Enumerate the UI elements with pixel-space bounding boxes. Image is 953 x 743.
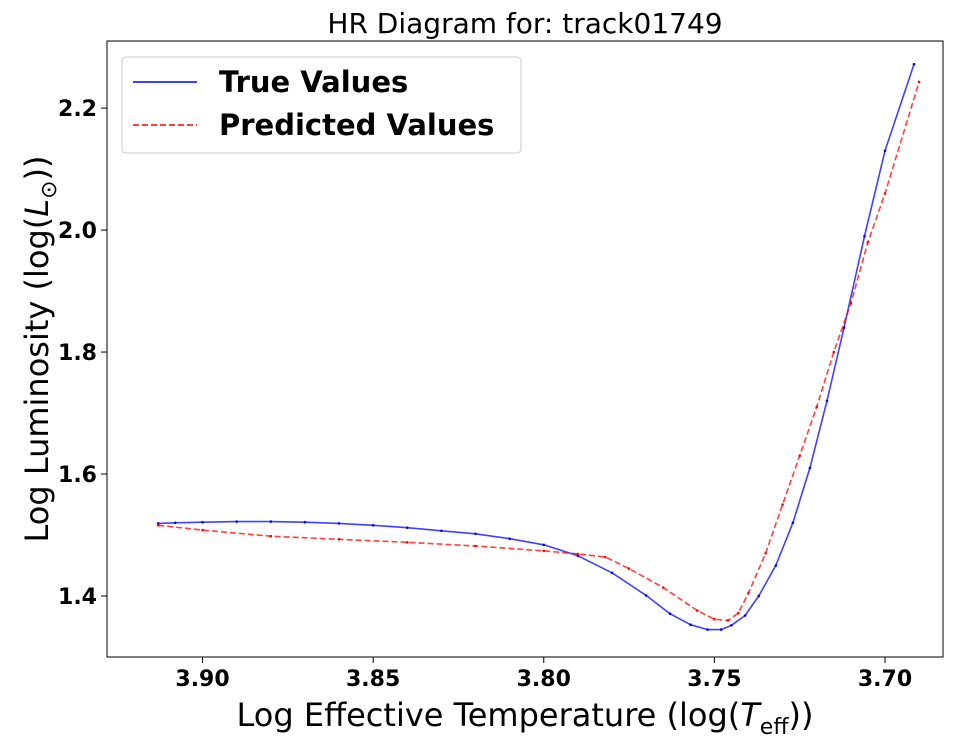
y-tick-label: 2.2 [58, 97, 97, 122]
data-point-predicted-values [849, 302, 853, 305]
data-point-true-values [719, 628, 723, 631]
data-point-true-values [774, 564, 778, 567]
series-layer [156, 62, 921, 631]
series-true-values [156, 62, 916, 631]
data-point-predicted-values [603, 555, 607, 559]
data-point-true-values [173, 521, 177, 525]
data-point-true-values [303, 520, 307, 524]
x-tick-label: 3.75 [687, 667, 741, 692]
y-tick-label: 1.4 [58, 585, 97, 610]
data-point-true-values [644, 594, 648, 597]
legend: True Values Predicted Values [121, 56, 522, 154]
y-axis-label: Log Luminosity (log(L⊙)) [18, 156, 62, 543]
data-point-true-values [668, 612, 672, 615]
x-tick-label: 3.80 [517, 667, 571, 692]
y-tick-label: 1.6 [58, 463, 97, 488]
data-point-predicted-values [474, 544, 477, 548]
data-point-true-values [863, 234, 866, 238]
x-tick-label: 3.85 [346, 667, 400, 692]
legend-label-true-values: True Values [219, 65, 408, 99]
data-point-predicted-values [917, 80, 921, 84]
data-point-predicted-values [764, 552, 767, 555]
data-point-true-values [706, 628, 709, 631]
data-point-true-values [542, 543, 546, 547]
data-point-true-values [576, 554, 580, 558]
data-point-predicted-values [661, 586, 665, 589]
data-point-predicted-values [832, 350, 836, 354]
series-predicted-values [156, 80, 921, 622]
chart-title: HR Diagram for: track01749 [327, 7, 722, 40]
data-point-predicted-values [576, 552, 580, 556]
legend-label-predicted-values: Predicted Values [219, 108, 494, 142]
x-tick-label: 3.70 [858, 667, 912, 692]
data-point-predicted-values [781, 503, 784, 506]
data-point-true-values [371, 524, 375, 527]
data-point-predicted-values [542, 549, 546, 553]
data-point-true-values [440, 529, 443, 533]
data-point-true-values [337, 522, 341, 525]
data-point-predicted-values [627, 567, 631, 570]
data-point-true-values [883, 149, 887, 153]
data-point-true-values [689, 623, 692, 626]
data-point-predicted-values [798, 454, 801, 458]
x-tick-label: 3.90 [175, 667, 229, 692]
data-point-true-values [156, 522, 160, 525]
data-point-true-values [610, 571, 614, 575]
data-point-predicted-values [406, 541, 409, 544]
data-point-predicted-values [747, 591, 750, 595]
data-point-predicted-values [726, 619, 730, 622]
x-axis-label: Log Effective Temperature (log(Teff)) [237, 696, 814, 740]
data-point-true-values [757, 594, 760, 598]
data-point-true-values [808, 466, 812, 470]
data-point-true-values [508, 537, 511, 540]
data-point-true-values [912, 62, 916, 66]
data-point-true-values [791, 521, 795, 525]
data-point-predicted-values [737, 611, 740, 615]
plot-frame [106, 40, 944, 658]
data-point-true-values [406, 526, 409, 529]
data-point-predicted-values [201, 528, 204, 532]
data-point-predicted-values [337, 538, 341, 541]
y-axis: 1.4 1.6 1.8 2.0 2.2 [58, 97, 107, 610]
data-point-true-values [743, 614, 747, 617]
x-axis: 3.90 3.85 3.80 3.75 3.70 [175, 657, 912, 692]
data-point-true-values [825, 399, 829, 403]
data-point-true-values [201, 520, 204, 524]
y-tick-label: 2.0 [58, 219, 97, 244]
data-point-predicted-values [866, 241, 870, 244]
data-point-predicted-values [815, 405, 818, 409]
data-point-predicted-values [156, 524, 160, 527]
data-point-true-values [474, 532, 477, 536]
data-point-predicted-values [696, 609, 699, 612]
data-point-predicted-values [883, 192, 887, 195]
y-tick-label: 1.8 [58, 341, 97, 366]
data-point-true-values [235, 520, 238, 523]
data-point-predicted-values [269, 534, 273, 538]
data-point-true-values [269, 520, 273, 523]
data-point-predicted-values [713, 617, 716, 621]
legend-box [121, 56, 522, 154]
data-point-true-values [730, 624, 733, 627]
